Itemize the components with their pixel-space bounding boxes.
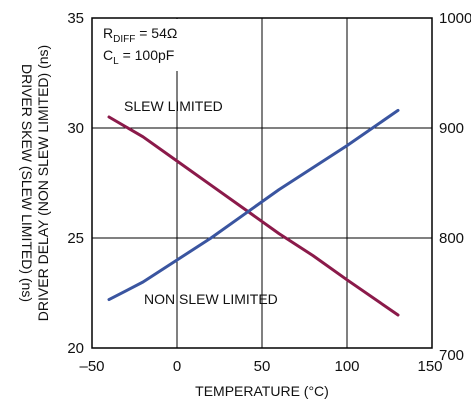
x-tick-label: 150: [417, 358, 442, 375]
gridlines: [92, 18, 432, 348]
x-tick-label: 50: [254, 358, 271, 375]
series-line-non-slew-limited: [107, 108, 400, 302]
y-tick-label-right: 900: [439, 120, 464, 137]
y-tick-label-left: 30: [67, 120, 84, 137]
y-axis-label-inner: DRIVER DELAY (NON SLEW LIMITED) (ns): [35, 45, 51, 321]
x-tick-label: –50: [79, 358, 104, 375]
x-axis-label: TEMPERATURE (°C): [195, 383, 329, 399]
y-tick-label-right: 1000: [439, 10, 471, 27]
y-ticks-right: 700 800 900 1000: [439, 10, 471, 364]
y-tick-label-right: 700: [439, 347, 464, 364]
x-ticks: –50 0 50 100 150: [79, 358, 442, 375]
x-tick-label: 0: [173, 358, 181, 375]
series-group: [107, 108, 400, 317]
y-tick-label-left: 25: [67, 230, 84, 247]
y-tick-label-left: 20: [67, 340, 84, 357]
y-axis-label-outer: DRIVER SKEW (SLEW LIMITED) (ns): [19, 64, 35, 302]
y-ticks-left: 20 25 30 35: [67, 10, 84, 357]
annotation-rdiff: RDIFF = 54Ω: [103, 25, 177, 45]
y-tick-label-right: 800: [439, 230, 464, 247]
x-tick-label: 100: [334, 358, 359, 375]
annotation-box: [93, 19, 193, 71]
y-tick-label-left: 35: [67, 10, 84, 27]
series-line-slew-limited: [107, 115, 400, 317]
series-label-slew-limited: SLEW LIMITED: [124, 98, 223, 114]
annotation-cl: CL = 100pF: [103, 47, 174, 67]
series-label-non-slew-limited: NON SLEW LIMITED: [144, 291, 278, 307]
